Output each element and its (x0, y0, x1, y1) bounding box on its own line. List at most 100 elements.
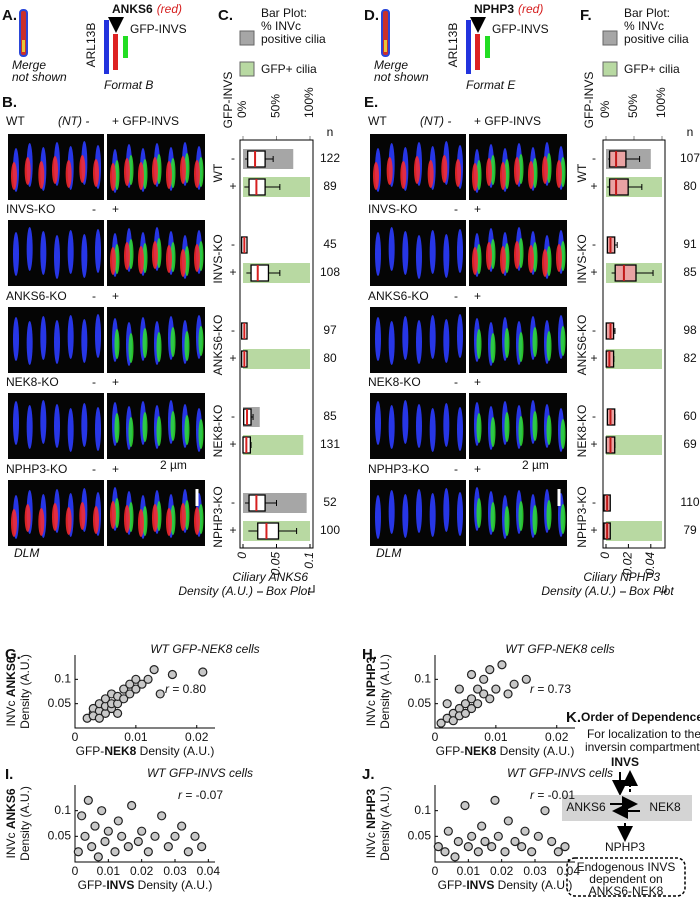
cilium (490, 417, 496, 447)
cilium (532, 505, 538, 535)
point (497, 660, 507, 670)
bar (606, 349, 662, 369)
cilium (416, 489, 422, 533)
point (198, 667, 208, 677)
x-tick-label: 0.03 (523, 864, 547, 878)
point (137, 826, 147, 836)
row-sign: + (590, 437, 597, 451)
cilium (388, 490, 395, 534)
point (473, 847, 483, 857)
x-axis-label: GFP-INVS Density (A.U.) (78, 878, 213, 892)
point (125, 679, 135, 689)
box (614, 264, 637, 282)
point (94, 713, 104, 723)
cilium (504, 506, 510, 536)
legend-label: positive cilia (624, 32, 689, 46)
column-label: - (92, 202, 96, 216)
cilium (443, 319, 450, 363)
merge-icon (384, 40, 387, 52)
cilium (152, 504, 158, 532)
cilium (556, 160, 562, 188)
method-label: DLM (376, 546, 401, 560)
point (440, 847, 450, 857)
row-label: INVS-KO (368, 202, 417, 216)
cilium (560, 419, 566, 449)
row-sign: + (590, 265, 597, 279)
point (131, 674, 141, 684)
column-label: - (92, 375, 96, 389)
point (460, 708, 471, 719)
legend-label: GFP+ cilia (261, 62, 317, 76)
cilium (81, 403, 88, 447)
point (448, 716, 458, 726)
cilium (67, 315, 74, 359)
column-label: (NT) - (58, 114, 89, 128)
y-axis-label-part: INVc (364, 697, 378, 726)
x-tick-label: 0.02 (545, 730, 569, 744)
panel-label: E. (364, 94, 378, 111)
cilium (67, 230, 74, 274)
n-label: 85 (683, 265, 697, 279)
x-tick-label: 0.05 (269, 552, 283, 576)
point (453, 836, 463, 847)
point (103, 826, 113, 836)
n-label: 82 (683, 351, 697, 365)
legend-label: positive cilia (261, 32, 326, 46)
point (149, 664, 159, 675)
cilium (194, 160, 200, 188)
channel-label: ARL13B (446, 23, 460, 68)
protein-note: (red) (157, 2, 182, 16)
x-tick-label: 0.01 (124, 730, 148, 744)
x-axis-label: Ciliary ANKS6 (232, 570, 308, 584)
row-sign: - (231, 495, 235, 509)
cilium (138, 246, 144, 274)
n-label: 110 (680, 495, 699, 509)
x-axis-label: Ciliary NPHP3 (583, 570, 660, 584)
group-label: ANKS6-KO (575, 315, 589, 376)
point (133, 836, 143, 847)
y-axis-label: INVc NPHP3 (364, 788, 378, 858)
merge-label: Merge (374, 58, 408, 72)
point (433, 841, 443, 852)
point (197, 841, 207, 852)
cilium (138, 509, 144, 537)
cilium (500, 162, 506, 190)
n-header: n (687, 125, 694, 139)
point (177, 821, 187, 831)
cilium (124, 505, 130, 533)
axis-label: GFP-INVS (221, 72, 235, 129)
cilium (180, 249, 186, 277)
point (527, 847, 537, 857)
cilium (518, 501, 524, 531)
cilium (416, 235, 422, 279)
x-axis-label-part: GFP- (78, 878, 107, 892)
row-label: WT (368, 114, 387, 128)
protein-label: NPHP3 (red) (474, 2, 543, 16)
r-label-part: = 0.80 (169, 682, 206, 696)
cilium (476, 329, 482, 359)
cilium (388, 321, 395, 365)
column-label: + (474, 375, 481, 389)
point (83, 795, 93, 806)
cilium (386, 157, 393, 185)
cilium (402, 400, 409, 444)
cilium (472, 247, 478, 275)
top-tick-label: 100% (302, 87, 316, 118)
x-axis-label-part: INVS (466, 878, 494, 892)
cilium (152, 157, 158, 185)
y-tick-label: 0.1 (54, 803, 71, 817)
point (450, 852, 460, 862)
row-sign: - (592, 151, 596, 165)
x-axis-label-part: GFP- (438, 878, 467, 892)
cilium (504, 412, 510, 442)
point (436, 718, 446, 728)
point (143, 674, 153, 684)
top-tick-label: 50% (269, 94, 283, 118)
channel-red (113, 34, 118, 70)
r-label-part: r (165, 682, 170, 696)
n-label: 79 (683, 523, 697, 537)
row-label: INVS-KO (6, 202, 55, 216)
cilium (166, 161, 172, 189)
point (113, 708, 123, 719)
